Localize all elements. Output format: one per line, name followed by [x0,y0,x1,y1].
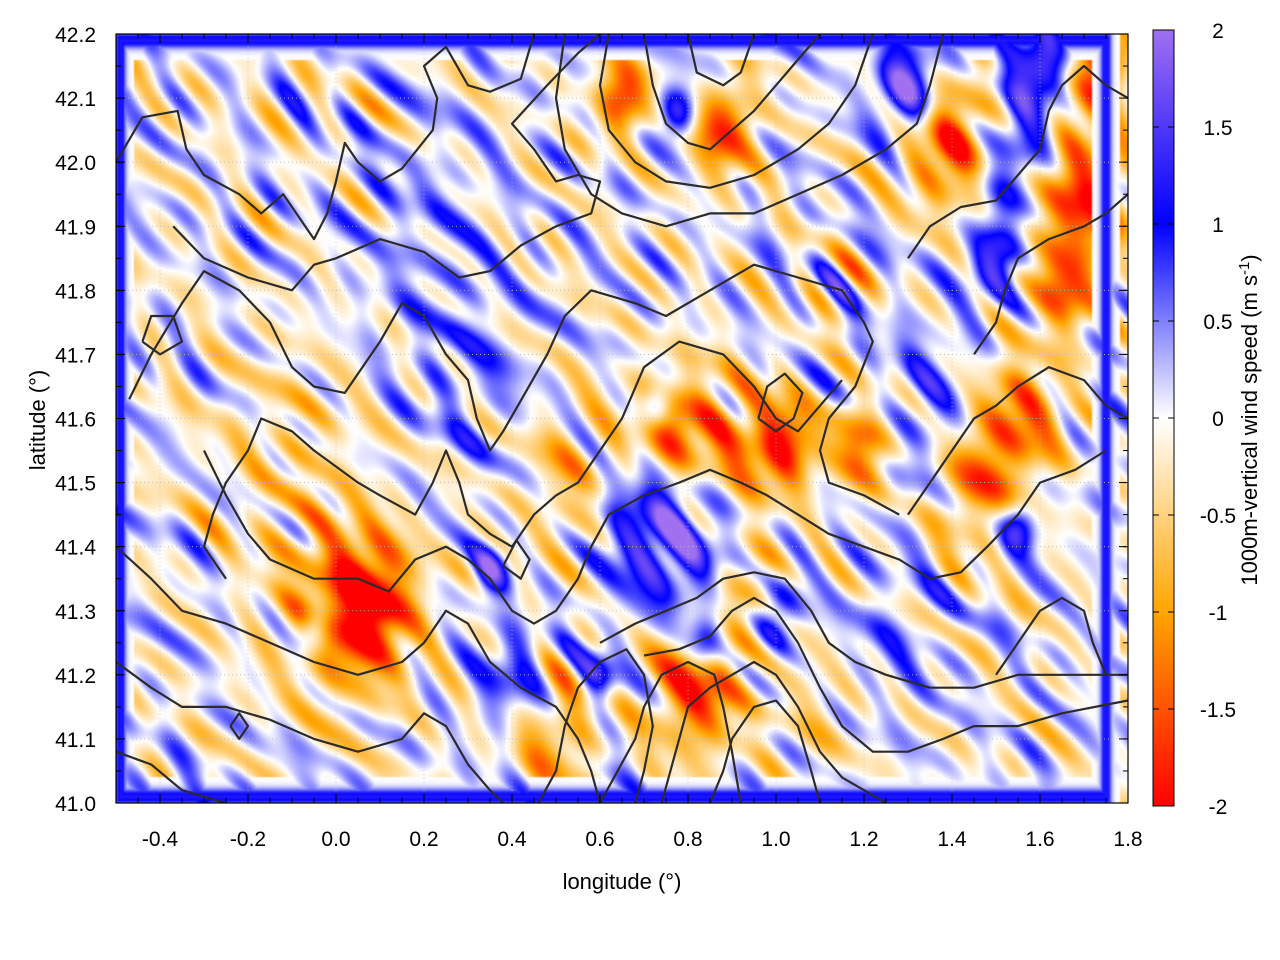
contour-line [116,661,504,803]
colorbar-tick-label: -1 [1209,602,1228,625]
x-tick-label: 1.6 [1025,828,1054,851]
y-tick-label: 41.0 [55,793,96,816]
colorbar-label-end: ) [1237,254,1262,261]
colorbar-tick-label: 0.5 [1203,311,1232,334]
y-tick-label: 41.1 [55,729,96,752]
y-tick-label: 41.5 [55,473,96,496]
contour-line [907,64,1128,259]
x-tick-label: 0.4 [497,828,527,851]
contour-line [116,34,536,241]
contour-line [502,539,531,580]
x-tick-labels: -0.4 -0.2 0.0 0.2 0.4 0.6 0.8 1.0 1.2 1.4 1.6 1.8 [142,828,1143,851]
y-tick-label: 42.1 [55,88,96,111]
contour-line [554,34,945,228]
contour-line [128,263,900,516]
contour-line [537,648,654,803]
colorbar-tick-label: 0 [1212,408,1224,431]
contour-line [598,34,874,189]
colorbar-ticks: -2 -1.5 -1 -0.5 0 0.5 1 1.5 2 [1153,20,1236,819]
x-axis-label: longitude (°) [563,869,682,894]
contour-line [116,750,227,803]
contour-line [203,449,1107,625]
y-tick-label: 41.4 [55,537,96,560]
contour-line [229,712,250,740]
colorbar-tick-label: -0.5 [1200,505,1236,528]
x-tick-label: 1.2 [849,828,878,851]
contour-line [708,699,822,803]
contour-line [907,366,1128,516]
colorbar-label-sup: -1 [1236,262,1253,275]
axis-ticks [115,33,1129,804]
colorbar-label-main: 1000m-vertical wind speed (m s [1237,275,1262,586]
contour-line [757,372,804,433]
colorbar-tick-label: 1 [1212,214,1224,237]
x-tick-label: 1.0 [761,828,790,851]
y-tick-label: 42.0 [55,152,96,175]
y-tick-label: 41.7 [55,344,96,367]
y-tick-label: 42.2 [55,24,96,47]
contour-line [686,34,756,87]
contour-line [973,193,1128,356]
contour-line [141,314,184,356]
contour-line [599,571,1128,689]
colorbar-tick-label: -1.5 [1200,699,1236,722]
colorbar-label: 1000m-vertical wind speed (m s-1) [1236,254,1262,585]
x-tick-label: -0.4 [142,828,179,851]
terrain-contours [116,34,1128,803]
contour-line [995,596,1108,676]
contour-line [202,340,843,580]
y-tick-label: 41.6 [55,409,96,432]
contour-line [116,545,602,803]
colorbar-tick-label: 1.5 [1203,117,1232,140]
x-tick-label: -0.2 [230,828,266,851]
y-axis-label: latitude (°) [25,370,50,471]
x-tick-label: 0.6 [585,828,614,851]
contour-line [660,660,887,803]
y-tick-label: 41.3 [55,601,96,624]
colorbar-tick-label: 2 [1212,20,1224,43]
x-tick-label: 1.4 [937,828,967,851]
x-tick-label: 0.8 [673,828,702,851]
contour-line [172,34,602,292]
contour-line [599,660,742,803]
y-tick-label: 41.9 [55,216,96,239]
contour-line [642,34,821,151]
y-tick-labels: 41.0 41.1 41.2 41.3 41.4 41.5 41.6 41.7 41.8 41.9… [55,24,96,816]
x-tick-label: 1.8 [1113,828,1142,851]
y-tick-label: 41.8 [55,280,96,303]
x-tick-label: 0.0 [321,828,350,851]
y-tick-label: 41.2 [55,665,96,688]
colorbar-tick-label: -2 [1209,796,1228,819]
contour-line [643,596,1128,753]
x-tick-label: 0.2 [409,828,438,851]
